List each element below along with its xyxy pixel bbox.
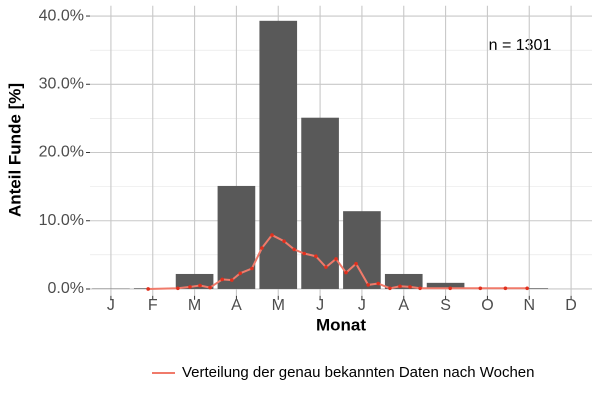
line-point (250, 266, 254, 271)
x-tick-label: M (188, 297, 201, 314)
x-tick-label: A (231, 297, 242, 314)
bar (426, 282, 465, 289)
line-point (198, 283, 202, 288)
x-tick-label: F (148, 297, 158, 314)
line-point (398, 284, 402, 289)
line-point (188, 285, 192, 289)
x-tick-label: J (358, 297, 366, 314)
line-point (238, 271, 242, 276)
line-point (388, 286, 392, 291)
line-point (354, 261, 358, 266)
line-point (448, 286, 452, 291)
line-point (376, 281, 381, 286)
line-point (525, 286, 529, 291)
y-tick-label: 10.0% (39, 212, 84, 229)
line-point (220, 277, 224, 282)
bar (343, 211, 381, 289)
x-tick-label: N (523, 297, 535, 314)
line-point (344, 270, 348, 275)
line-point (176, 286, 180, 291)
line-point (314, 254, 318, 259)
line-point (324, 265, 328, 269)
x-tick-label: O (481, 297, 493, 314)
line-point (334, 257, 338, 261)
y-tick-label: 20.0% (39, 144, 84, 161)
line-point (366, 283, 370, 287)
x-tick-label: J (316, 297, 324, 314)
x-tick-label: S (440, 297, 451, 314)
line-point (208, 285, 212, 290)
x-tick-label: A (398, 297, 409, 314)
line-point (478, 286, 483, 291)
line-point (282, 239, 286, 244)
y-tick-label: 30.0% (39, 75, 84, 92)
line-point (230, 278, 234, 282)
line-point (418, 286, 422, 291)
y-axis-label: Anteil Funde [%] (5, 83, 24, 217)
bar (301, 117, 339, 289)
bar (259, 20, 298, 289)
bar (510, 288, 549, 289)
bar (384, 273, 423, 289)
x-tick-label: D (565, 297, 577, 314)
line-point (503, 286, 508, 291)
line-point (302, 251, 306, 256)
x-tick-label: J (107, 297, 115, 314)
line-point (270, 233, 274, 237)
line-point (408, 285, 412, 289)
bar (175, 273, 214, 289)
y-tick-label: 0.0% (48, 280, 84, 297)
y-tick-label: 40.0% (39, 7, 84, 24)
line-point (292, 247, 296, 252)
bar (217, 185, 256, 289)
x-tick-label: M (272, 297, 285, 314)
legend-label: Verteilung der genau bekannten Daten nac… (182, 364, 535, 381)
annotation: n = 1301 (489, 37, 552, 54)
line-point (146, 287, 150, 291)
line-point (260, 246, 264, 250)
x-axis-label: Monat (316, 315, 366, 334)
